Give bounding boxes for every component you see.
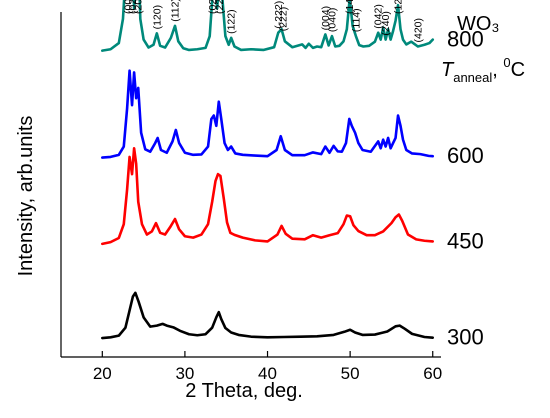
peak-annotation: (114) bbox=[350, 8, 362, 32]
legend-header-unit: C bbox=[511, 59, 525, 81]
series-labels: 300 450 600 800 bbox=[447, 27, 484, 350]
series-line-450 bbox=[101, 146, 435, 246]
series-line-300 bbox=[101, 291, 435, 340]
series-label-600: 600 bbox=[447, 143, 484, 168]
legend-header-subscript: anneal bbox=[453, 70, 492, 85]
peak-annotation: (420) bbox=[412, 18, 424, 43]
peak-annotation: (004) bbox=[320, 6, 332, 31]
peak-annotation: (-222) bbox=[273, 1, 285, 29]
x-tick-label: 60 bbox=[423, 364, 442, 383]
x-ticks: 20 30 40 50 60 bbox=[93, 351, 442, 383]
y-axis-title: Intensity, arb.units bbox=[15, 116, 37, 277]
peak-annotation: (220) bbox=[214, 0, 226, 14]
series-line-600 bbox=[101, 69, 435, 159]
peak-annotation: (222) bbox=[278, 7, 290, 32]
peak-annotations: (002)(020)(200) (120) (112) (022)(220)(122)… bbox=[122, 0, 424, 43]
axes bbox=[60, 12, 441, 358]
compound-title-text: WO₃ bbox=[457, 13, 500, 35]
peak-annotation: (112) bbox=[170, 0, 182, 22]
peak-annotation: (200) bbox=[133, 0, 145, 14]
peak-annotation: (022) bbox=[207, 0, 219, 14]
x-tick-label: 30 bbox=[175, 364, 194, 383]
x-tick-label: 20 bbox=[93, 364, 112, 383]
legend-header-unit-sup: 0 bbox=[503, 55, 510, 70]
peak-annotation: (002) bbox=[122, 0, 134, 14]
series-label-450: 450 bbox=[447, 228, 484, 253]
x-tick-label: 50 bbox=[341, 364, 360, 383]
x-axis-title: 2 Theta, deg. bbox=[185, 380, 303, 402]
peak-annotation: (122) bbox=[226, 9, 238, 34]
peak-annotation: (020) bbox=[127, 0, 139, 14]
peak-annotation: (040) bbox=[327, 8, 339, 33]
peak-annotation: (240) bbox=[380, 11, 392, 36]
series-label-800: 800 bbox=[447, 27, 484, 52]
peak-annotation: (124) bbox=[393, 0, 405, 14]
peak-annotation: (140) bbox=[344, 0, 356, 14]
peak-annotation: (120) bbox=[151, 5, 163, 30]
legend-header-symbol: T bbox=[441, 59, 455, 81]
x-tick-label: 40 bbox=[258, 364, 277, 383]
legend-header: Tanneal, 0C bbox=[441, 55, 525, 85]
series-group bbox=[101, 0, 435, 340]
compound-title: WO₃ bbox=[457, 13, 500, 35]
series-line-800 bbox=[101, 0, 435, 52]
peak-annotation: (042) bbox=[373, 4, 385, 29]
series-label-300: 300 bbox=[447, 325, 484, 350]
